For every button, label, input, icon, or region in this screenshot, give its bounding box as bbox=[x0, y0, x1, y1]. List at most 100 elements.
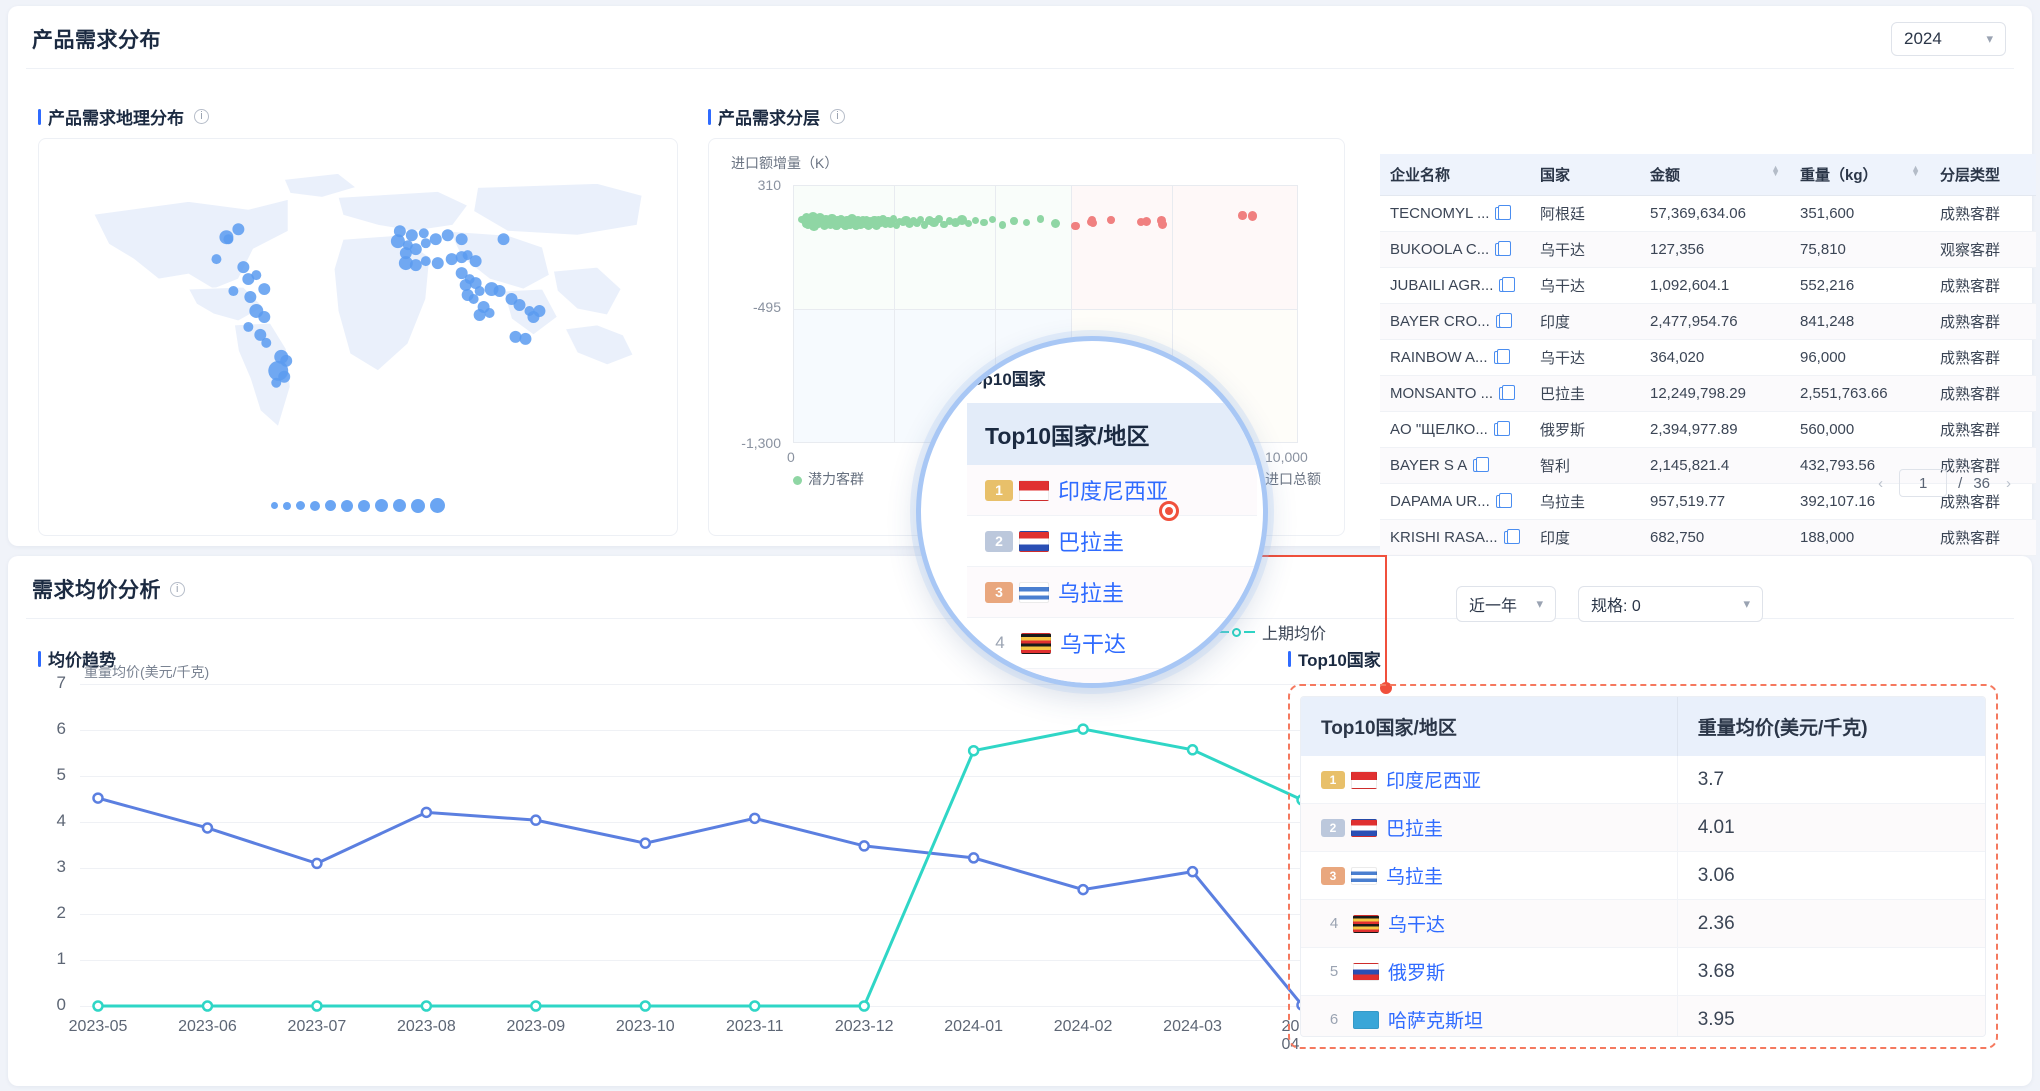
scatter-point[interactable] bbox=[1037, 215, 1045, 223]
cell-company[interactable]: KRISHI RASA... bbox=[1380, 520, 1530, 556]
country-name[interactable]: 巴拉圭 bbox=[1386, 819, 1443, 840]
page-number-input[interactable]: 1 bbox=[1899, 469, 1947, 497]
table-row[interactable]: AO "ЩЕЛКО... 俄罗斯 2,394,977.89 560,000 成熟客群 bbox=[1380, 412, 2036, 448]
line-data-point[interactable] bbox=[750, 814, 759, 823]
top10-row[interactable]: 2 巴拉圭 4.01 bbox=[1301, 804, 1985, 852]
line-plot-area[interactable] bbox=[80, 684, 1320, 1006]
top10-row[interactable]: 5 俄罗斯 3.68 bbox=[1301, 948, 1985, 996]
line-data-point[interactable] bbox=[312, 1002, 321, 1011]
cell-company[interactable]: JUBAILI AGR... bbox=[1380, 268, 1530, 304]
magnifier-row[interactable]: 2 巴拉圭 bbox=[967, 516, 1257, 567]
line-data-point[interactable] bbox=[750, 1002, 759, 1011]
scatter-x-tick: 10,000 bbox=[1265, 449, 1308, 465]
top10-row[interactable]: 4 乌干达 2.36 bbox=[1301, 900, 1985, 948]
top10-row[interactable]: 6 哈萨克斯坦 3.95 bbox=[1301, 996, 1985, 1038]
top10-cell-country[interactable]: 3 乌拉圭 bbox=[1301, 852, 1677, 900]
line-data-point[interactable] bbox=[641, 1002, 650, 1011]
magnifier-row[interactable]: 1 印度尼西亚 bbox=[967, 465, 1257, 516]
copy-icon[interactable] bbox=[1504, 531, 1515, 544]
table-row[interactable]: TECNOMYL ... 阿根廷 57,369,634.06 351,600 成熟客群 bbox=[1380, 196, 2036, 232]
top10-cell-country[interactable]: 6 哈萨克斯坦 bbox=[1301, 996, 1677, 1038]
info-icon[interactable]: i bbox=[830, 109, 845, 124]
top10-cell-country[interactable]: 1 印度尼西亚 bbox=[1301, 756, 1677, 804]
line-data-point[interactable] bbox=[1188, 745, 1197, 754]
country-name[interactable]: 乌干达 bbox=[1388, 915, 1445, 936]
scatter-point[interactable] bbox=[1238, 211, 1246, 219]
scatter-point[interactable] bbox=[1107, 216, 1115, 224]
prev-page-button[interactable]: ‹ bbox=[1873, 475, 1888, 492]
scatter-point[interactable] bbox=[1023, 219, 1030, 226]
info-icon[interactable]: i bbox=[170, 582, 185, 597]
line-data-point[interactable] bbox=[94, 794, 103, 803]
cell-company[interactable]: BUKOOLA C... bbox=[1380, 232, 1530, 268]
copy-icon[interactable] bbox=[1494, 423, 1505, 436]
table-row[interactable]: BAYER CRO... 印度 2,477,954.76 841,248 成熟客群 bbox=[1380, 304, 2036, 340]
sort-icon[interactable]: ▲ ▼ bbox=[1911, 166, 1920, 176]
line-data-point[interactable] bbox=[94, 1002, 103, 1011]
col-amount[interactable]: 金额 ▲ ▼ bbox=[1640, 154, 1790, 196]
line-data-point[interactable] bbox=[969, 853, 978, 862]
spec-select[interactable]: 规格: 0 ▾ bbox=[1578, 586, 1763, 622]
line-data-point[interactable] bbox=[1188, 867, 1197, 876]
cell-company[interactable]: TECNOMYL ... bbox=[1380, 196, 1530, 232]
top10-cell-country[interactable]: 4 乌干达 bbox=[1301, 900, 1677, 948]
cell-company[interactable]: BAYER CRO... bbox=[1380, 304, 1530, 340]
pagination[interactable]: ‹ 1 / 36 › bbox=[1380, 469, 2016, 497]
top10-cell-country[interactable]: 2 巴拉圭 bbox=[1301, 804, 1677, 852]
line-data-point[interactable] bbox=[641, 839, 650, 848]
col-weight[interactable]: 重量（kg） ▲ ▼ bbox=[1790, 154, 1930, 196]
table-row[interactable]: RAINBOW A... 乌干达 364,020 96,000 成熟客群 bbox=[1380, 340, 2036, 376]
top10-table[interactable]: Top10国家/地区 重量均价(美元/千克) 1 印度尼西亚 3.7 2 巴拉圭 4.01… bbox=[1300, 696, 1986, 1037]
copy-icon[interactable] bbox=[1495, 207, 1506, 220]
country-name[interactable]: 印度尼西亚 bbox=[1386, 771, 1481, 792]
next-page-button[interactable]: › bbox=[2001, 475, 2016, 492]
magnifier-row[interactable]: 3 乌拉圭 bbox=[967, 567, 1257, 618]
line-data-point[interactable] bbox=[312, 859, 321, 868]
country-name[interactable]: 乌拉圭 bbox=[1058, 576, 1124, 608]
scatter-point[interactable] bbox=[999, 221, 1007, 229]
sort-icon[interactable]: ▲ ▼ bbox=[1771, 166, 1780, 176]
top10-row[interactable]: 1 印度尼西亚 3.7 bbox=[1301, 756, 1985, 804]
copy-icon[interactable] bbox=[1494, 351, 1505, 364]
line-data-point[interactable] bbox=[203, 1002, 212, 1011]
country-name[interactable]: 乌拉圭 bbox=[1386, 867, 1443, 888]
cell-company[interactable]: MONSANTO ... bbox=[1380, 376, 1530, 412]
copy-icon[interactable] bbox=[1499, 387, 1510, 400]
top10-row[interactable]: 3 乌拉圭 3.06 bbox=[1301, 852, 1985, 900]
line-data-point[interactable] bbox=[1079, 725, 1088, 734]
line-data-point[interactable] bbox=[860, 1002, 869, 1011]
scatter-point[interactable] bbox=[1010, 217, 1017, 224]
country-name[interactable]: 哈萨克斯坦 bbox=[1388, 1011, 1483, 1032]
line-data-point[interactable] bbox=[531, 816, 540, 825]
line-data-point[interactable] bbox=[422, 808, 431, 817]
cell-company[interactable]: RAINBOW A... bbox=[1380, 340, 1530, 376]
country-name[interactable]: 巴拉圭 bbox=[1058, 525, 1124, 557]
cell-company[interactable]: AO "ЩЕЛКО... bbox=[1380, 412, 1530, 448]
table-row[interactable]: MONSANTO ... 巴拉圭 12,249,798.29 2,551,763.66… bbox=[1380, 376, 2036, 412]
period-select[interactable]: 近一年 ▾ bbox=[1456, 586, 1556, 622]
country-name[interactable]: 印度尼西亚 bbox=[1058, 474, 1168, 506]
scatter-point[interactable] bbox=[980, 219, 988, 227]
line-data-point[interactable] bbox=[969, 746, 978, 755]
magnifier-row[interactable]: 4 乌干达 bbox=[967, 618, 1257, 669]
line-data-point[interactable] bbox=[860, 841, 869, 850]
table-row[interactable]: JUBAILI AGR... 乌干达 1,092,604.1 552,216 成熟客群 bbox=[1380, 268, 2036, 304]
copy-icon[interactable] bbox=[1496, 315, 1507, 328]
country-name[interactable]: 乌干达 bbox=[1060, 627, 1126, 659]
year-select[interactable]: 2024 ▾ bbox=[1891, 22, 2006, 56]
copy-icon[interactable] bbox=[1495, 243, 1506, 256]
medal-icon-2: 2 bbox=[985, 531, 1013, 552]
line-data-point[interactable] bbox=[531, 1002, 540, 1011]
header-divider bbox=[26, 68, 2014, 69]
line-data-point[interactable] bbox=[203, 823, 212, 832]
country-name[interactable]: 俄罗斯 bbox=[1388, 963, 1445, 984]
scatter-legend-item[interactable]: 潜力客群 bbox=[793, 469, 864, 489]
top10-cell-country[interactable]: 5 俄罗斯 bbox=[1301, 948, 1677, 996]
table-row[interactable]: BUKOOLA C... 乌干达 127,356 75,810 观察客群 bbox=[1380, 232, 2036, 268]
world-map[interactable] bbox=[39, 139, 677, 469]
line-data-point[interactable] bbox=[1079, 885, 1088, 894]
info-icon[interactable]: i bbox=[194, 109, 209, 124]
line-data-point[interactable] bbox=[422, 1002, 431, 1011]
table-row[interactable]: KRISHI RASA... 印度 682,750 188,000 成熟客群 bbox=[1380, 520, 2036, 556]
copy-icon[interactable] bbox=[1499, 279, 1510, 292]
